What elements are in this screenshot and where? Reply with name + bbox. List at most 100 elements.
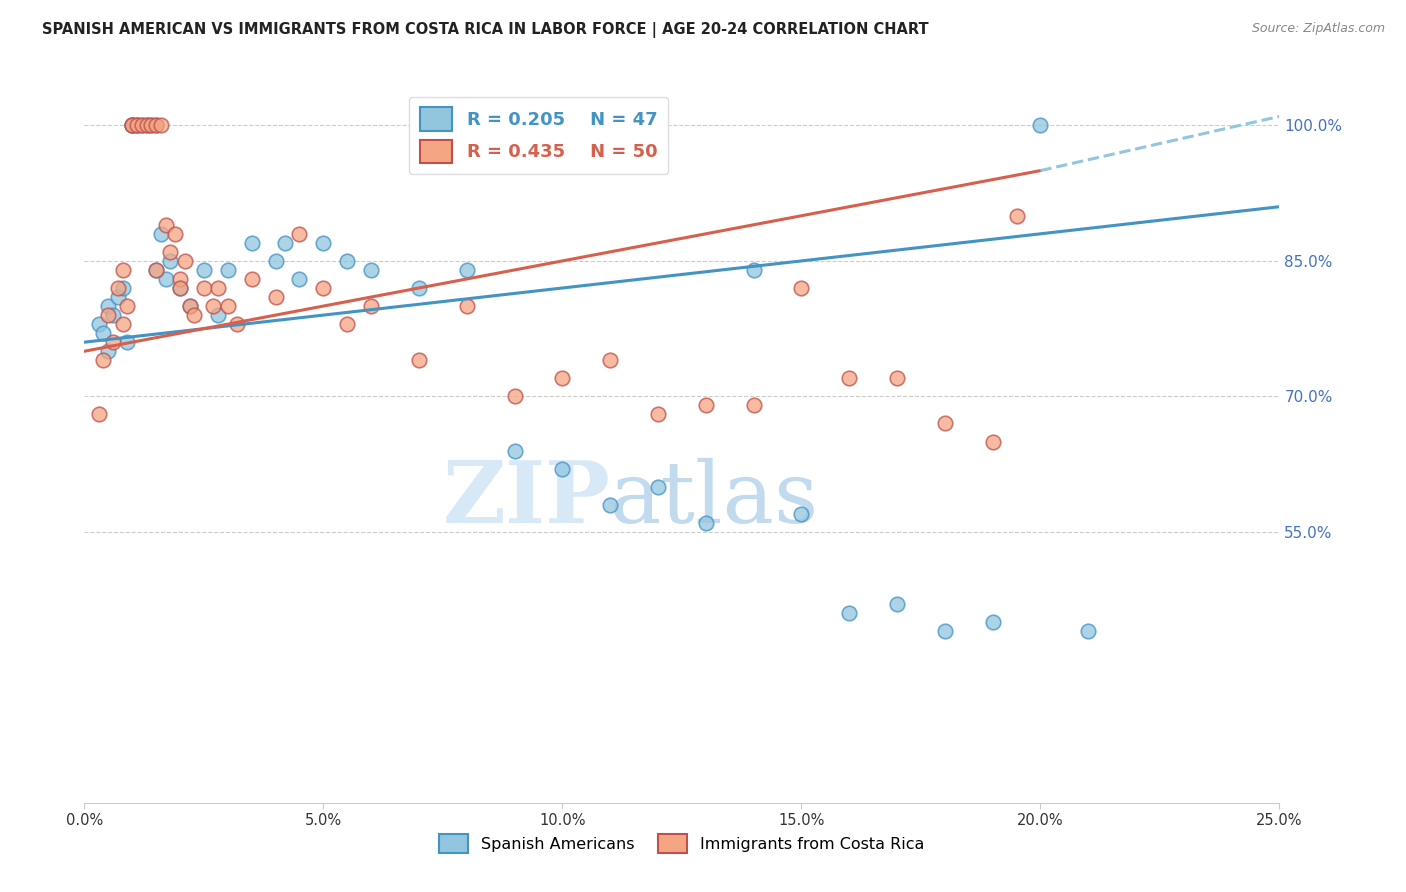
Point <box>145 119 167 133</box>
Point <box>790 281 813 295</box>
Point <box>695 516 717 530</box>
Point <box>647 408 669 422</box>
Point <box>790 507 813 521</box>
Point <box>145 263 167 277</box>
Point <box>87 408 110 422</box>
Point <box>838 606 860 620</box>
Point <box>107 290 129 304</box>
Point <box>1005 209 1028 223</box>
Point <box>107 281 129 295</box>
Point <box>336 317 359 331</box>
Point <box>193 281 215 295</box>
Point <box>838 371 860 385</box>
Point <box>551 461 574 475</box>
Point <box>111 263 134 277</box>
Text: Source: ZipAtlas.com: Source: ZipAtlas.com <box>1251 22 1385 36</box>
Point <box>264 290 287 304</box>
Point <box>135 119 157 133</box>
Point <box>125 119 148 133</box>
Text: SPANISH AMERICAN VS IMMIGRANTS FROM COSTA RICA IN LABOR FORCE | AGE 20-24 CORREL: SPANISH AMERICAN VS IMMIGRANTS FROM COST… <box>42 22 929 38</box>
Point <box>117 299 139 313</box>
Point <box>288 227 311 241</box>
Point <box>155 218 177 232</box>
Point <box>647 480 669 494</box>
Point <box>312 235 335 250</box>
Point <box>217 263 239 277</box>
Point <box>551 371 574 385</box>
Point <box>159 244 181 259</box>
Point <box>599 498 621 512</box>
Point <box>97 299 120 313</box>
Point <box>169 281 191 295</box>
Point <box>1029 119 1052 133</box>
Point <box>1077 624 1099 639</box>
Point <box>288 272 311 286</box>
Point <box>111 317 134 331</box>
Point <box>101 308 124 322</box>
Point <box>934 624 956 639</box>
Point <box>149 227 172 241</box>
Point <box>207 281 229 295</box>
Point <box>155 272 177 286</box>
Point <box>981 615 1004 630</box>
Point <box>121 119 143 133</box>
Point <box>207 308 229 322</box>
Point <box>599 353 621 368</box>
Point <box>125 119 148 133</box>
Point <box>240 272 263 286</box>
Point <box>179 299 201 313</box>
Point <box>456 299 478 313</box>
Point <box>336 253 359 268</box>
Point <box>408 281 430 295</box>
Point <box>97 344 120 359</box>
Point <box>121 119 143 133</box>
Point <box>226 317 249 331</box>
Point <box>695 398 717 412</box>
Point <box>145 119 167 133</box>
Point <box>934 417 956 431</box>
Point <box>886 597 908 611</box>
Point <box>111 281 134 295</box>
Point <box>173 253 195 268</box>
Point <box>742 398 765 412</box>
Point <box>165 227 187 241</box>
Point <box>93 326 115 341</box>
Point <box>125 119 148 133</box>
Point <box>193 263 215 277</box>
Point <box>169 281 191 295</box>
Point <box>742 263 765 277</box>
Point <box>183 308 205 322</box>
Point <box>131 119 153 133</box>
Point <box>97 308 120 322</box>
Point <box>981 434 1004 449</box>
Point <box>360 263 382 277</box>
Point <box>87 317 110 331</box>
Legend: Spanish Americans, Immigrants from Costa Rica: Spanish Americans, Immigrants from Costa… <box>433 828 931 860</box>
Point <box>159 253 181 268</box>
Point <box>503 443 526 458</box>
Point <box>131 119 153 133</box>
Point <box>456 263 478 277</box>
Point <box>264 253 287 268</box>
Point <box>360 299 382 313</box>
Point <box>169 272 191 286</box>
Point <box>149 119 172 133</box>
Point <box>145 263 167 277</box>
Point <box>117 335 139 350</box>
Point <box>121 119 143 133</box>
Point <box>179 299 201 313</box>
Point <box>141 119 163 133</box>
Point <box>503 389 526 403</box>
Point <box>141 119 163 133</box>
Point <box>886 371 908 385</box>
Point <box>93 353 115 368</box>
Text: ZIP: ZIP <box>443 458 610 541</box>
Point <box>101 335 124 350</box>
Point <box>274 235 297 250</box>
Point <box>135 119 157 133</box>
Point <box>202 299 225 313</box>
Point <box>217 299 239 313</box>
Text: atlas: atlas <box>610 458 820 541</box>
Point <box>312 281 335 295</box>
Point <box>121 119 143 133</box>
